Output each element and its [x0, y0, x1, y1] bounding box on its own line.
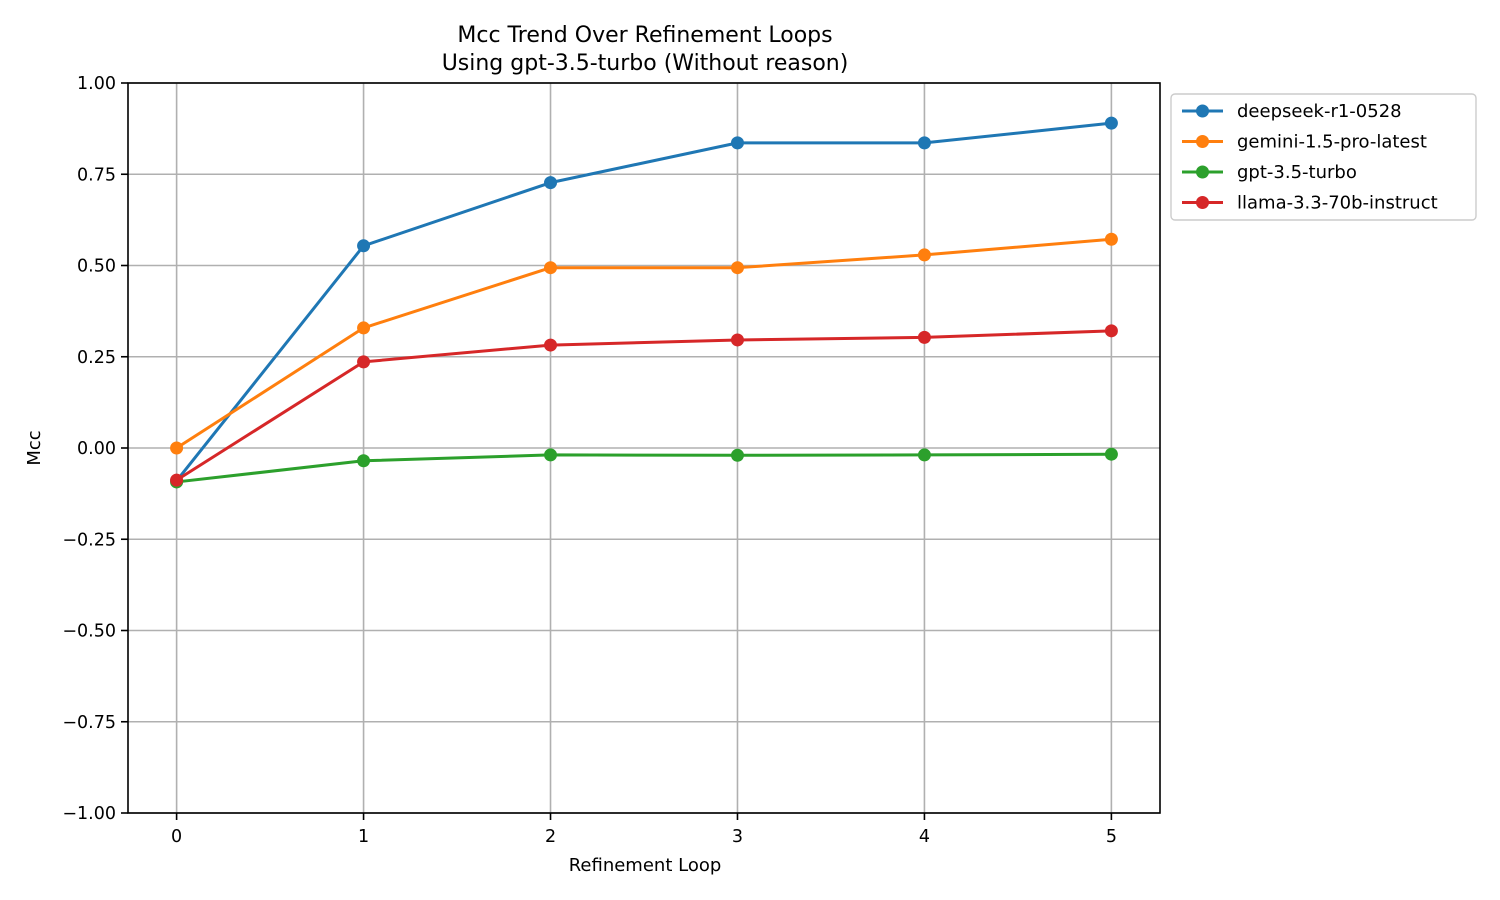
data-point	[357, 355, 371, 369]
y-tick-label: −1.00	[62, 804, 116, 824]
data-point	[730, 136, 744, 150]
series-deepseek-r1-0528	[170, 116, 1118, 488]
series-llama-3.3-70b-instruct	[170, 324, 1118, 487]
data-point	[917, 448, 931, 462]
legend-swatch-marker	[1196, 135, 1209, 148]
data-point	[544, 338, 558, 352]
y-tick-label: 0.50	[77, 257, 116, 277]
y-tick-label: 0.00	[77, 439, 116, 459]
x-axis-label: Refinement Loop	[569, 855, 722, 876]
axis-ticks: −1.00 −0.75 −0.50 −0.25 0.00 0.25 0.50 0.75 1.00…	[62, 74, 1117, 847]
x-tick-label: 4	[919, 827, 930, 847]
series-gpt-3.5-turbo	[170, 447, 1118, 489]
data-point	[544, 261, 558, 275]
data-point	[917, 248, 931, 262]
legend-item: llama-3.3-70b-instruct	[1182, 193, 1438, 214]
legend-box	[1170, 93, 1477, 221]
series-line	[175, 329, 1112, 482]
x-tick-label: 0	[171, 827, 182, 847]
y-axis-label: Mcc	[24, 430, 45, 465]
y-tick-label: −0.25	[62, 530, 116, 550]
data-point	[357, 239, 371, 253]
series-gemini-1.5-pro-latest	[170, 232, 1118, 455]
legend-item: deepseek-r1-0528	[1182, 101, 1402, 122]
legend-swatch-marker	[1196, 104, 1209, 118]
data-point	[1104, 116, 1118, 130]
data-point	[730, 333, 744, 347]
x-tick-label: 1	[358, 827, 369, 847]
chart-title: Mcc Trend Over Refinement Loops	[457, 23, 832, 48]
data-point	[357, 321, 371, 335]
data-point	[544, 176, 558, 190]
x-tick-label: 5	[1106, 827, 1117, 847]
data-point	[544, 448, 558, 462]
y-tick-label: −0.50	[62, 622, 116, 642]
data-point	[1104, 232, 1118, 246]
data-point	[170, 473, 184, 487]
series-line	[175, 237, 1112, 450]
legend-swatch-marker	[1196, 196, 1209, 209]
data-point	[917, 330, 931, 344]
legend-label: gemini-1.5-pro-latest	[1237, 132, 1427, 153]
grid	[128, 82, 1160, 814]
legend-item: gpt-3.5-turbo	[1182, 162, 1357, 183]
legend-item: gemini-1.5-pro-latest	[1182, 132, 1427, 153]
series-group	[170, 116, 1118, 489]
data-point	[170, 441, 184, 455]
y-tick-label: 0.25	[77, 348, 116, 368]
data-point	[1104, 324, 1118, 338]
y-tick-label: −0.75	[62, 713, 116, 733]
data-point	[1104, 447, 1118, 461]
legend: deepseek-r1-0528 gemini-1.5-pro-latest gpt…	[1170, 93, 1477, 221]
legend-label: gpt-3.5-turbo	[1237, 162, 1357, 183]
x-tick-label: 3	[732, 827, 743, 847]
y-tick-label: 1.00	[77, 74, 116, 94]
data-point	[730, 261, 744, 275]
data-point	[917, 136, 931, 150]
legend-label: llama-3.3-70b-instruct	[1237, 193, 1438, 214]
series-line	[176, 452, 1112, 484]
data-point	[730, 448, 744, 462]
legend-label: deepseek-r1-0528	[1237, 101, 1402, 122]
plot-frame	[127, 82, 1161, 814]
x-tick-label: 2	[545, 827, 556, 847]
y-tick-label: 0.75	[77, 165, 116, 185]
chart-subtitle: Using gpt-3.5-turbo (Without reason)	[442, 51, 849, 76]
series-line	[175, 121, 1112, 482]
legend-swatch-marker	[1196, 165, 1209, 179]
data-point	[357, 454, 371, 468]
